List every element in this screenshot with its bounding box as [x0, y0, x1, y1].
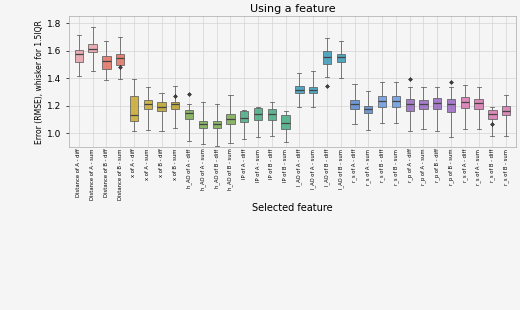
PathPatch shape	[281, 116, 290, 129]
PathPatch shape	[364, 106, 372, 113]
PathPatch shape	[406, 99, 414, 111]
PathPatch shape	[213, 121, 221, 128]
PathPatch shape	[171, 102, 179, 109]
PathPatch shape	[488, 110, 497, 119]
PathPatch shape	[144, 100, 152, 109]
PathPatch shape	[199, 121, 207, 128]
PathPatch shape	[378, 96, 386, 107]
PathPatch shape	[295, 86, 304, 93]
PathPatch shape	[336, 54, 345, 62]
PathPatch shape	[116, 54, 124, 64]
X-axis label: Selected feature: Selected feature	[252, 203, 333, 213]
PathPatch shape	[502, 106, 510, 116]
PathPatch shape	[350, 100, 359, 109]
PathPatch shape	[185, 110, 193, 119]
PathPatch shape	[88, 44, 97, 52]
PathPatch shape	[447, 99, 455, 112]
PathPatch shape	[130, 95, 138, 121]
PathPatch shape	[75, 50, 83, 63]
PathPatch shape	[461, 97, 469, 108]
PathPatch shape	[323, 51, 331, 64]
Title: Using a feature: Using a feature	[250, 4, 335, 14]
PathPatch shape	[474, 99, 483, 108]
PathPatch shape	[240, 111, 249, 122]
PathPatch shape	[392, 96, 400, 107]
PathPatch shape	[268, 108, 276, 120]
PathPatch shape	[102, 56, 111, 69]
Y-axis label: Error (RMSE), whisker for 1.5IQR: Error (RMSE), whisker for 1.5IQR	[35, 20, 44, 144]
PathPatch shape	[419, 100, 427, 109]
PathPatch shape	[309, 86, 317, 93]
PathPatch shape	[226, 114, 235, 124]
PathPatch shape	[433, 98, 441, 109]
PathPatch shape	[158, 102, 166, 111]
PathPatch shape	[254, 108, 262, 120]
